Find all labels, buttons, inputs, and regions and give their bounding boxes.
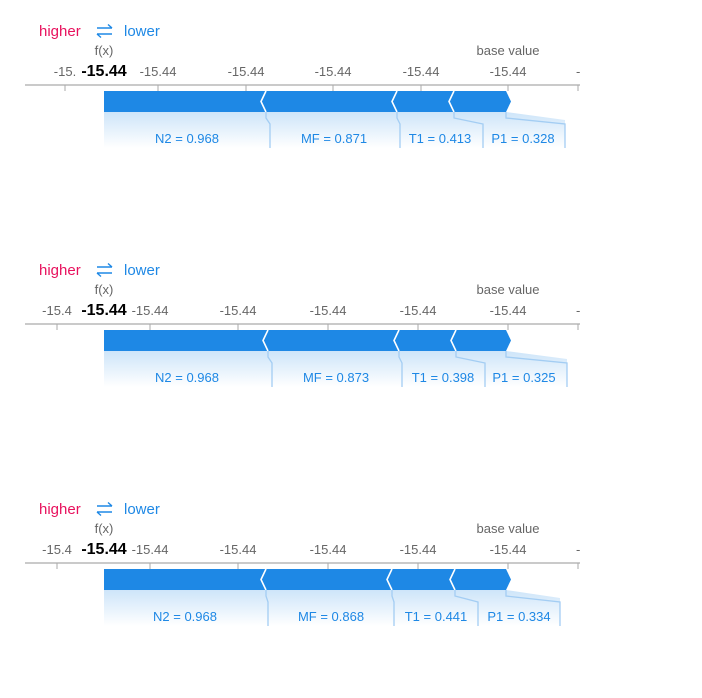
fx-label: f(x) (95, 282, 114, 297)
tick-label: -15.44 (132, 303, 169, 318)
legend-higher: higher (39, 262, 81, 279)
tick-label: -15.44 (490, 542, 527, 557)
feature-label: N2 = 0.968 (153, 609, 217, 624)
output-value: -15.44 (81, 63, 126, 80)
force-segment (392, 91, 454, 112)
force-segment (263, 330, 399, 351)
legend-lower: lower (124, 23, 160, 40)
feature-label: MF = 0.873 (303, 370, 369, 385)
tick-label: -15.44 (140, 64, 177, 79)
segment-separator (448, 90, 455, 113)
tick-label: -15.44 (315, 64, 352, 79)
feature-label: N2 = 0.968 (155, 370, 219, 385)
output-value: -15.44 (81, 541, 126, 558)
feature-label: P1 = 0.325 (492, 370, 555, 385)
segment-separator (393, 329, 400, 352)
arrow-left-path (96, 33, 112, 39)
fx-label: f(x) (95, 521, 114, 536)
tick-label: -15.44 (310, 303, 347, 318)
feature-label: P1 = 0.334 (487, 609, 550, 624)
arrow-right-path (97, 262, 113, 268)
tick-label: -15.44 (400, 303, 437, 318)
force-plot-2: higher lower f(x) base value -15.4 -15.44 -15.… (0, 239, 702, 459)
swap-arrows-icon (96, 23, 113, 39)
force-plot-svg: higher lower f(x) base value -15. -15.44 -15.4… (25, 23, 580, 148)
base-value-label: base value (477, 282, 540, 297)
connector-line (391, 590, 395, 626)
connector-line (455, 351, 486, 387)
tick-label: -15.4 (42, 542, 72, 557)
tick-label: -15.44 (228, 64, 265, 79)
force-segment (449, 91, 511, 112)
connector-line (265, 590, 269, 626)
legend-higher: higher (39, 501, 81, 518)
arrow-right-path (97, 501, 113, 507)
connector-fade (104, 112, 565, 148)
segment-separator (262, 329, 269, 352)
force-plot-1: higher lower f(x) base value -15. -15.44 -15.4… (0, 0, 702, 220)
feature-label: T1 = 0.413 (409, 131, 472, 146)
tick-label: - (576, 542, 580, 557)
force-segment (104, 330, 268, 351)
legend-lower: lower (124, 501, 160, 518)
tick-label: -15.44 (220, 542, 257, 557)
tick-label: -15.44 (490, 303, 527, 318)
connector-fade (104, 590, 560, 626)
feature-label: MF = 0.871 (301, 131, 367, 146)
base-value-label: base value (477, 521, 540, 536)
feature-label: MF = 0.868 (298, 609, 364, 624)
segment-separator (450, 329, 457, 352)
arrow-left-path (96, 272, 112, 278)
segment-separator (260, 568, 267, 591)
connector-fade (104, 351, 567, 387)
tick-label: -15.44 (220, 303, 257, 318)
tick-label: -15.44 (132, 542, 169, 557)
connector-line (505, 112, 566, 148)
force-plot-svg: higher lower f(x) base value -15.4 -15.44 -15.… (25, 262, 580, 387)
tick-label: - (576, 64, 580, 79)
force-segment (450, 569, 511, 590)
force-segment (394, 330, 456, 351)
segment-separator (386, 568, 393, 591)
connector-line (267, 351, 273, 387)
segment-separator (391, 90, 398, 113)
tick-label: -15.44 (490, 64, 527, 79)
swap-arrows-icon (96, 262, 113, 278)
arrow-left-path (96, 511, 112, 517)
force-segment (104, 91, 266, 112)
feature-label: P1 = 0.328 (491, 131, 554, 146)
output-value: -15.44 (81, 302, 126, 319)
connector-line (505, 590, 561, 626)
force-plot-svg: higher lower f(x) base value -15.4 -15.44 -15.… (25, 501, 580, 626)
connector-line (396, 112, 401, 148)
segment-separator (449, 568, 456, 591)
force-segment (104, 569, 266, 590)
segment-separator (260, 90, 267, 113)
base-value-label: base value (477, 43, 540, 58)
connector-line (453, 112, 484, 148)
connector-line (265, 112, 271, 148)
feature-label: N2 = 0.968 (155, 131, 219, 146)
force-segment (451, 330, 511, 351)
arrow-right-path (97, 23, 113, 29)
tick-label: -15. (54, 64, 76, 79)
tick-label: - (576, 303, 580, 318)
feature-label: T1 = 0.441 (405, 609, 468, 624)
connector-line (505, 351, 568, 387)
force-segment (261, 91, 397, 112)
feature-label: T1 = 0.398 (412, 370, 475, 385)
legend-higher: higher (39, 23, 81, 40)
force-plot-3: higher lower f(x) base value -15.4 -15.44 -15.… (0, 478, 702, 698)
fx-label: f(x) (95, 43, 114, 58)
tick-label: -15.4 (42, 303, 72, 318)
force-segment (387, 569, 455, 590)
connector-line (454, 590, 479, 626)
tick-label: -15.44 (310, 542, 347, 557)
force-segment (261, 569, 392, 590)
tick-label: -15.44 (403, 64, 440, 79)
connector-line (398, 351, 403, 387)
swap-arrows-icon (96, 501, 113, 517)
tick-label: -15.44 (400, 542, 437, 557)
legend-lower: lower (124, 262, 160, 279)
